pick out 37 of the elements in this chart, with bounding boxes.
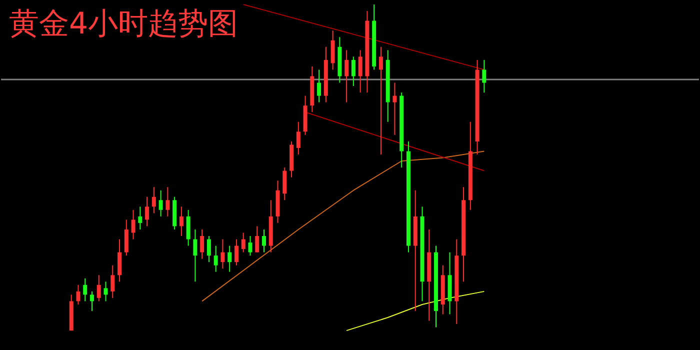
candlestick [145,196,150,227]
candlestick [124,219,128,256]
candlestick [282,167,287,201]
candlestick [158,190,163,217]
candlestick [90,290,94,312]
candlestick [330,30,335,70]
candlestick [228,245,232,272]
candlestick [262,228,266,253]
candlestick [378,46,383,155]
candlestick [118,238,122,282]
candlestick [358,50,362,94]
candlestick [138,206,142,230]
candlestick [317,69,322,103]
candlestick [241,232,246,253]
candlestick [234,238,238,266]
candlestick [96,274,101,302]
candlestick [76,284,80,305]
candlestick [110,264,115,298]
candlestick [344,50,349,103]
candlestick [131,209,136,240]
candlestick [351,56,356,87]
candlestick [186,209,190,246]
candlestick [200,228,204,260]
candlestick [255,226,260,253]
candlestick [296,121,300,155]
candlestick [220,238,225,270]
candlestick [179,206,184,236]
candlestick [392,82,397,136]
candlestick [166,186,170,217]
candlestick [214,245,218,272]
candlestick [482,59,486,94]
candlestick [206,236,211,263]
candlestick [193,228,198,282]
candlestick [152,186,156,214]
candlestick [248,236,252,256]
candlestick [83,278,88,302]
chart-title: 黄金4小时趋势图 [8,6,238,42]
